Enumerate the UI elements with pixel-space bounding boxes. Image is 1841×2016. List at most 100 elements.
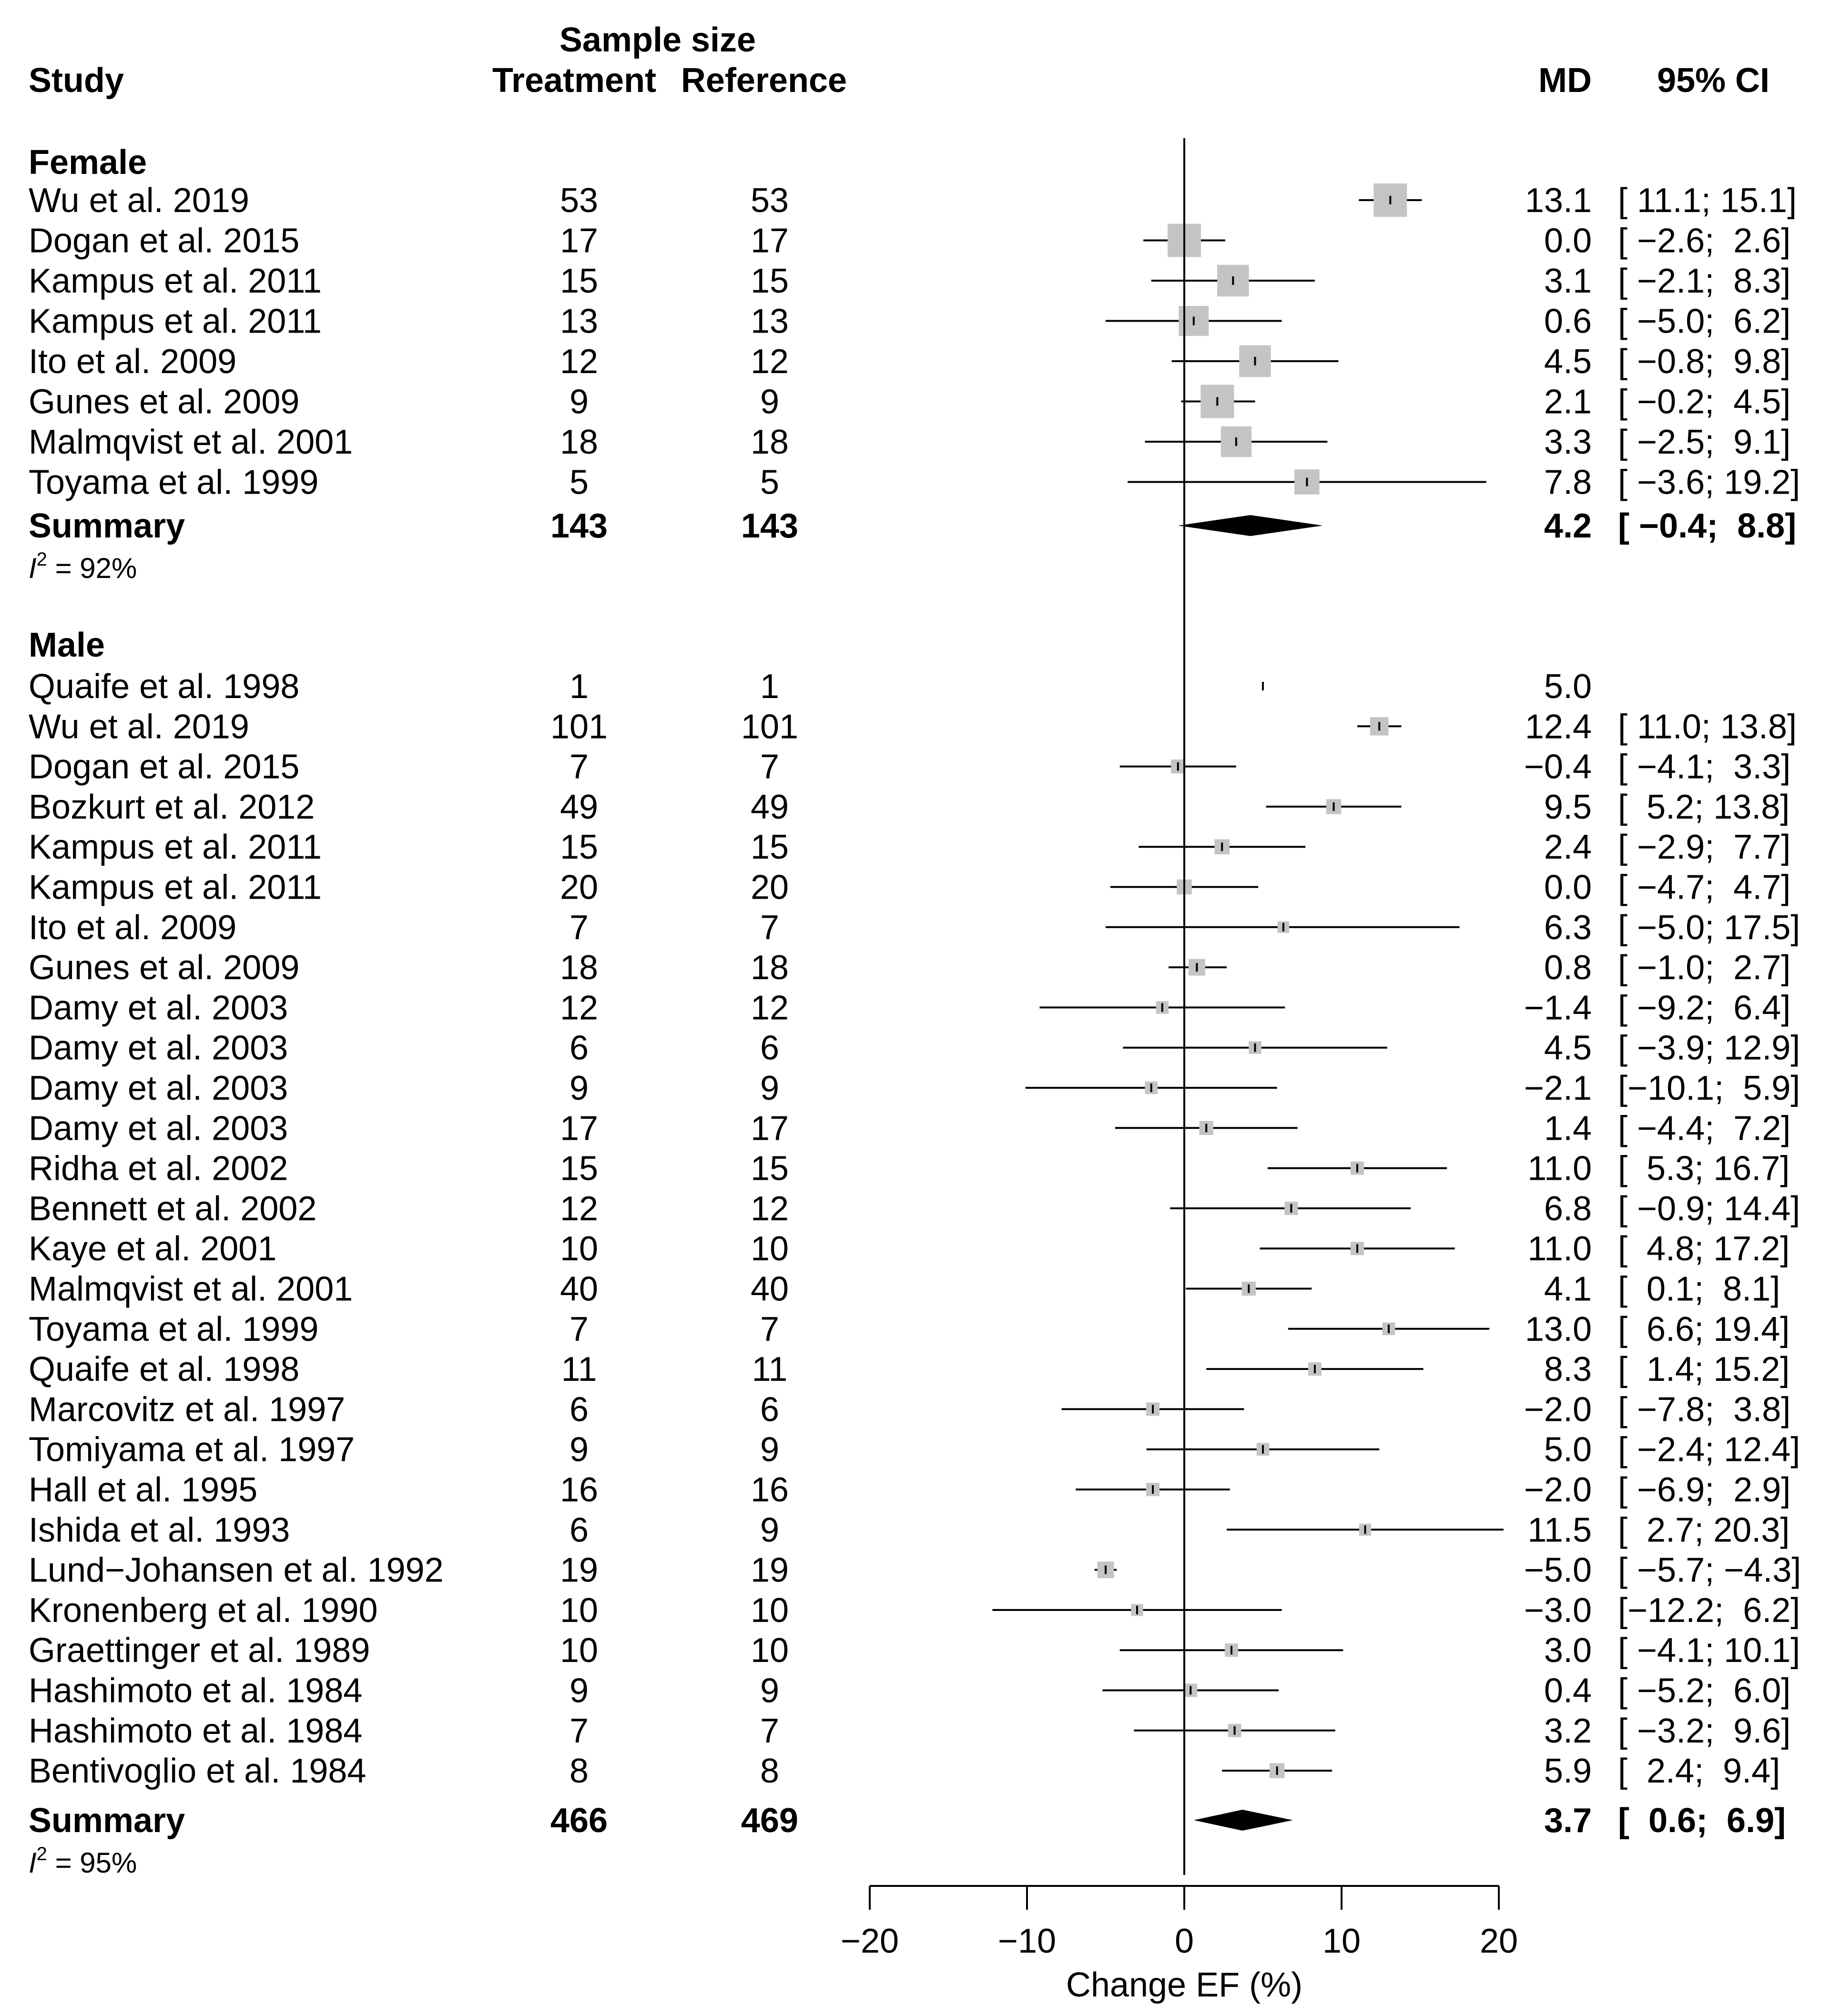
ci-value: [ −5.0; 17.5] — [1618, 909, 1800, 947]
treatment-n: 40 — [560, 1270, 598, 1308]
reference-n: 9 — [760, 1431, 779, 1469]
reference-n: 49 — [751, 788, 789, 826]
md-value: −2.1 — [1524, 1069, 1592, 1107]
ci-value: [−10.1; 5.9] — [1618, 1069, 1800, 1107]
md-value: 5.9 — [1544, 1752, 1592, 1790]
reference-n: 40 — [751, 1270, 789, 1308]
ci-value: [ −3.2; 9.6] — [1618, 1712, 1790, 1750]
ci-value: [ 5.2; 13.8] — [1618, 788, 1790, 826]
md-value: −0.4 — [1524, 748, 1592, 786]
ci-value: [ 0.1; 8.1] — [1618, 1270, 1780, 1308]
study-label: Damy et al. 2003 — [29, 989, 288, 1027]
ci-value: [ 4.8; 17.2] — [1618, 1230, 1790, 1268]
ci-value: [ −0.8; 9.8] — [1618, 343, 1790, 381]
study-label: Wu et al. 2019 — [29, 708, 249, 746]
ci-value: [ −2.9; 7.7] — [1618, 828, 1790, 866]
md-value: 4.5 — [1544, 1029, 1592, 1067]
treatment-n: 7 — [570, 1712, 589, 1750]
study-label: Kampus et al. 2011 — [29, 828, 322, 866]
treatment-n: 10 — [560, 1591, 598, 1630]
treatment-n: 18 — [560, 423, 598, 461]
md-value: 7.8 — [1544, 464, 1592, 502]
treatment-n: 9 — [570, 1431, 589, 1469]
ci-value: [ −2.6; 2.6] — [1618, 222, 1790, 260]
treatment-n: 16 — [560, 1471, 598, 1509]
study-label: Gunes et al. 2009 — [29, 383, 299, 421]
md-value: −3.0 — [1524, 1591, 1592, 1630]
reference-n: 10 — [751, 1230, 789, 1268]
treatment-n: 6 — [570, 1511, 589, 1549]
header-study: Study — [29, 61, 124, 100]
ci-value: [ 1.4; 15.2] — [1618, 1350, 1790, 1388]
group-title: Female — [29, 143, 147, 182]
summary-ci: [ 0.6; 6.9] — [1618, 1802, 1786, 1840]
md-value: 4.5 — [1544, 343, 1592, 381]
ci-value: [ −4.1; 10.1] — [1618, 1631, 1800, 1670]
treatment-n: 9 — [570, 1672, 589, 1710]
md-value: 0.0 — [1544, 869, 1592, 907]
study-label: Kampus et al. 2011 — [29, 303, 322, 341]
md-value: 3.3 — [1544, 423, 1592, 461]
heterogeneity-i2: I2 = 95% — [29, 1844, 137, 1879]
summary-reference-n: 469 — [741, 1802, 798, 1840]
md-value: 9.5 — [1544, 788, 1592, 826]
treatment-n: 7 — [570, 909, 589, 947]
treatment-n: 49 — [560, 788, 598, 826]
summary-md: 4.2 — [1544, 507, 1592, 545]
ci-value: [ −0.9; 14.4] — [1618, 1190, 1800, 1228]
study-label: Hashimoto et al. 1984 — [29, 1672, 362, 1710]
reference-n: 9 — [760, 1069, 779, 1107]
study-label: Gunes et al. 2009 — [29, 949, 299, 987]
treatment-n: 101 — [550, 708, 608, 746]
study-label: Toyama et al. 1999 — [29, 464, 318, 502]
reference-n: 5 — [760, 464, 779, 502]
reference-n: 7 — [760, 748, 779, 786]
reference-n: 9 — [760, 1511, 779, 1549]
treatment-n: 7 — [570, 748, 589, 786]
ci-value: [ −1.0; 2.7] — [1618, 949, 1790, 987]
study-label: Hashimoto et al. 1984 — [29, 1712, 362, 1750]
reference-n: 9 — [760, 1672, 779, 1710]
reference-n: 10 — [751, 1591, 789, 1630]
treatment-n: 8 — [570, 1752, 589, 1790]
md-value: 1.4 — [1544, 1109, 1592, 1147]
study-label: Ito et al. 2009 — [29, 343, 236, 381]
md-value: 5.0 — [1544, 1431, 1592, 1469]
ci-value: [ −2.5; 9.1] — [1618, 423, 1790, 461]
reference-n: 17 — [751, 1109, 789, 1147]
study-label: Marcovitz et al. 1997 — [29, 1390, 345, 1428]
reference-n: 19 — [751, 1551, 789, 1590]
treatment-n: 6 — [570, 1029, 589, 1067]
header-reference: Reference — [681, 61, 847, 100]
reference-n: 10 — [751, 1631, 789, 1670]
study-label: Damy et al. 2003 — [29, 1029, 288, 1067]
ci-value: [ −5.0; 6.2] — [1618, 303, 1790, 341]
reference-n: 15 — [751, 262, 789, 300]
ci-value: [ 2.4; 9.4] — [1618, 1752, 1780, 1790]
header-treatment: Treatment — [492, 61, 656, 100]
treatment-n: 17 — [560, 222, 598, 260]
heterogeneity-i2: I2 = 92% — [29, 549, 137, 584]
x-tick-label: −20 — [841, 1922, 899, 1960]
ci-value: [ −9.2; 6.4] — [1618, 989, 1790, 1027]
md-value: 2.1 — [1544, 383, 1592, 421]
ci-value: [ −4.4; 7.2] — [1618, 1109, 1790, 1147]
treatment-n: 12 — [560, 989, 598, 1027]
study-label: Malmqvist et al. 2001 — [29, 423, 353, 461]
reference-n: 7 — [760, 1712, 779, 1750]
md-value: 6.3 — [1544, 909, 1592, 947]
treatment-n: 6 — [570, 1390, 589, 1428]
study-label: Tomiyama et al. 1997 — [29, 1431, 355, 1469]
treatment-n: 12 — [560, 343, 598, 381]
ci-value: [ −3.6; 19.2] — [1618, 464, 1800, 502]
study-label: Toyama et al. 1999 — [29, 1310, 318, 1348]
reference-n: 6 — [760, 1390, 779, 1428]
study-label: Ridha et al. 2002 — [29, 1150, 288, 1188]
reference-n: 101 — [741, 708, 798, 746]
md-value: 0.0 — [1544, 222, 1592, 260]
md-value: −2.0 — [1524, 1471, 1592, 1509]
md-value: 3.1 — [1544, 262, 1592, 300]
ci-value: [ 5.3; 16.7] — [1618, 1150, 1790, 1188]
study-label: Malmqvist et al. 2001 — [29, 1270, 353, 1308]
